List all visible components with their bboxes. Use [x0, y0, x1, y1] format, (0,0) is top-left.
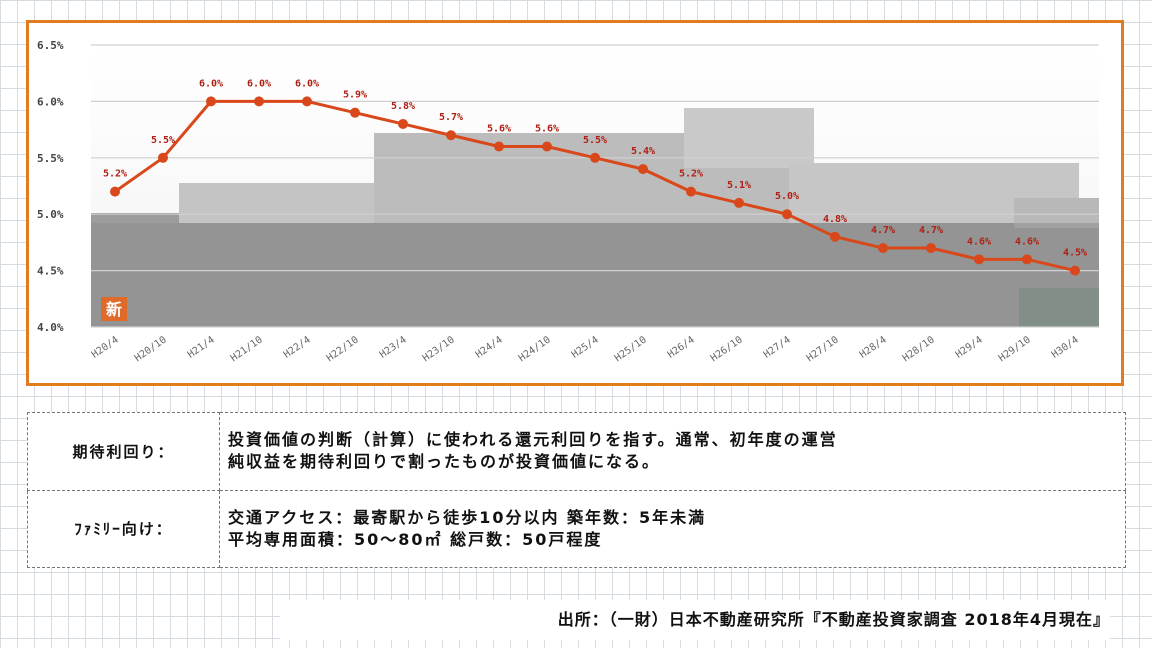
chart-frame: 4.0% 4.5% 5.0% 5.5% 6.0% 6.5% H20/4 H20/10 H21/…: [26, 20, 1124, 386]
y-tick-label: 4.5%: [37, 265, 64, 278]
y-tick-label: 4.0%: [37, 321, 64, 334]
data-label: 6.0%: [295, 78, 319, 89]
x-tick-label: H29/4: [954, 334, 985, 360]
x-tick-label: H23/4: [378, 334, 409, 360]
data-label: 5.1%: [727, 180, 751, 191]
background-photo: [91, 45, 1099, 327]
data-point: [638, 164, 648, 175]
gridlines: [91, 44, 1099, 328]
data-point: [590, 152, 600, 163]
x-tick-label: H27/4: [762, 334, 793, 360]
y-axis-ticks: 4.0% 4.5% 5.0% 5.5% 6.0% 6.5%: [37, 39, 64, 334]
source-note: 出所：（一財）日本不動産研究所『不動産投資家調査 2018年4月現在』: [280, 600, 1110, 640]
x-tick-label: H24/10: [517, 334, 553, 364]
x-tick-label: H25/10: [613, 334, 649, 364]
data-label: 4.7%: [871, 225, 895, 236]
y-tick-label: 5.0%: [37, 208, 64, 221]
data-label: 5.9%: [343, 90, 367, 101]
x-tick-label: H27/10: [805, 334, 841, 364]
description-line: 交通アクセス：最寄駅から徒歩10分以内 築年数：5年未満: [228, 507, 707, 527]
description-cell: 投資価値の判断（計算）に使われる還元利回りを指す。通常、初年度の運営 純収益を期…: [219, 412, 1126, 491]
data-label: 4.8%: [823, 214, 847, 225]
data-point: [542, 141, 552, 152]
description-line: 投資価値の判断（計算）に使われる還元利回りを指す。通常、初年度の運営: [228, 430, 838, 450]
x-tick-label: H26/4: [666, 334, 697, 360]
data-point: [1070, 265, 1080, 276]
data-label: 4.5%: [1063, 248, 1087, 259]
data-point: [878, 243, 888, 254]
data-point: [398, 118, 408, 129]
data-point: [974, 254, 984, 265]
data-label: 5.2%: [679, 169, 703, 180]
table-row: 期待利回り： 投資価値の判断（計算）に使われる還元利回りを指す。通常、初年度の運…: [27, 412, 1126, 491]
x-tick-label: H28/10: [901, 334, 937, 364]
data-point: [206, 96, 216, 107]
description-line: 平均専用面積：50～80㎡ 総戸数：50戸程度: [228, 529, 603, 549]
data-point: [686, 186, 696, 197]
x-tick-label: H20/10: [133, 334, 169, 364]
data-label: 5.7%: [439, 112, 463, 123]
data-label: 5.5%: [583, 135, 607, 146]
data-point: [302, 96, 312, 107]
y-tick-label: 6.5%: [37, 39, 64, 52]
data-point: [734, 197, 744, 208]
x-tick-label: H24/4: [474, 334, 505, 360]
data-label: 6.0%: [247, 78, 271, 89]
y-tick-label: 5.5%: [37, 152, 64, 165]
data-points: [110, 96, 1080, 276]
yield-line-chart: 4.0% 4.5% 5.0% 5.5% 6.0% 6.5% H20/4 H20/10 H21/…: [37, 39, 1099, 364]
new-badge-text: 新: [106, 300, 122, 319]
data-point: [1022, 254, 1032, 265]
data-point: [158, 152, 168, 163]
data-point: [110, 186, 120, 197]
new-badge: 新: [101, 297, 127, 321]
data-point: [782, 209, 792, 220]
data-point: [494, 141, 504, 152]
data-label: 5.5%: [151, 135, 175, 146]
description-cell: 交通アクセス：最寄駅から徒歩10分以内 築年数：5年未満 平均専用面積：50～8…: [219, 489, 1126, 568]
data-point: [254, 96, 264, 107]
x-tick-label: H26/10: [709, 334, 745, 364]
x-tick-label: H25/4: [570, 334, 601, 360]
x-tick-label: H23/10: [421, 334, 457, 364]
x-tick-label: H20/4: [90, 334, 121, 360]
x-tick-label: H21/4: [186, 334, 217, 360]
y-tick-label: 6.0%: [37, 95, 64, 108]
data-point: [926, 243, 936, 254]
data-point: [446, 130, 456, 141]
table-row: ﾌｧﾐﾘｰ向け： 交通アクセス：最寄駅から徒歩10分以内 築年数：5年未満 平均…: [27, 489, 1126, 568]
data-point: [350, 107, 360, 118]
data-label: 5.8%: [391, 101, 415, 112]
definition-table: 期待利回り： 投資価値の判断（計算）に使われる還元利回りを指す。通常、初年度の運…: [27, 412, 1126, 568]
x-tick-label: H21/10: [229, 334, 265, 364]
data-labels: 5.2% 5.5% 6.0% 6.0% 6.0% 5.9% 5.8% 5.7% 5.6% 5.6%…: [103, 78, 1087, 258]
term-cell: ﾌｧﾐﾘｰ向け：: [27, 489, 220, 568]
data-label: 5.6%: [487, 124, 511, 135]
data-label: 4.6%: [1015, 236, 1039, 247]
x-axis-ticks: H20/4 H20/10 H21/4 H21/10 H22/4 H22/10 H23/4 H2…: [90, 334, 1081, 364]
data-label: 5.4%: [631, 146, 655, 157]
x-tick-label: H28/4: [858, 334, 889, 360]
description-line: 純収益を期待利回りで割ったものが投資価値になる。: [228, 452, 661, 472]
x-tick-label: H22/10: [325, 334, 361, 364]
data-label: 5.6%: [535, 124, 559, 135]
data-label: 4.7%: [919, 225, 943, 236]
term-cell: 期待利回り：: [27, 412, 220, 491]
data-label: 4.6%: [967, 236, 991, 247]
x-tick-label: H30/4: [1050, 334, 1081, 360]
x-tick-label: H22/4: [282, 334, 313, 360]
data-point: [830, 231, 840, 242]
data-label: 5.2%: [103, 169, 127, 180]
x-tick-label: H29/10: [997, 334, 1033, 364]
data-label: 5.0%: [775, 191, 799, 202]
data-label: 6.0%: [199, 78, 223, 89]
